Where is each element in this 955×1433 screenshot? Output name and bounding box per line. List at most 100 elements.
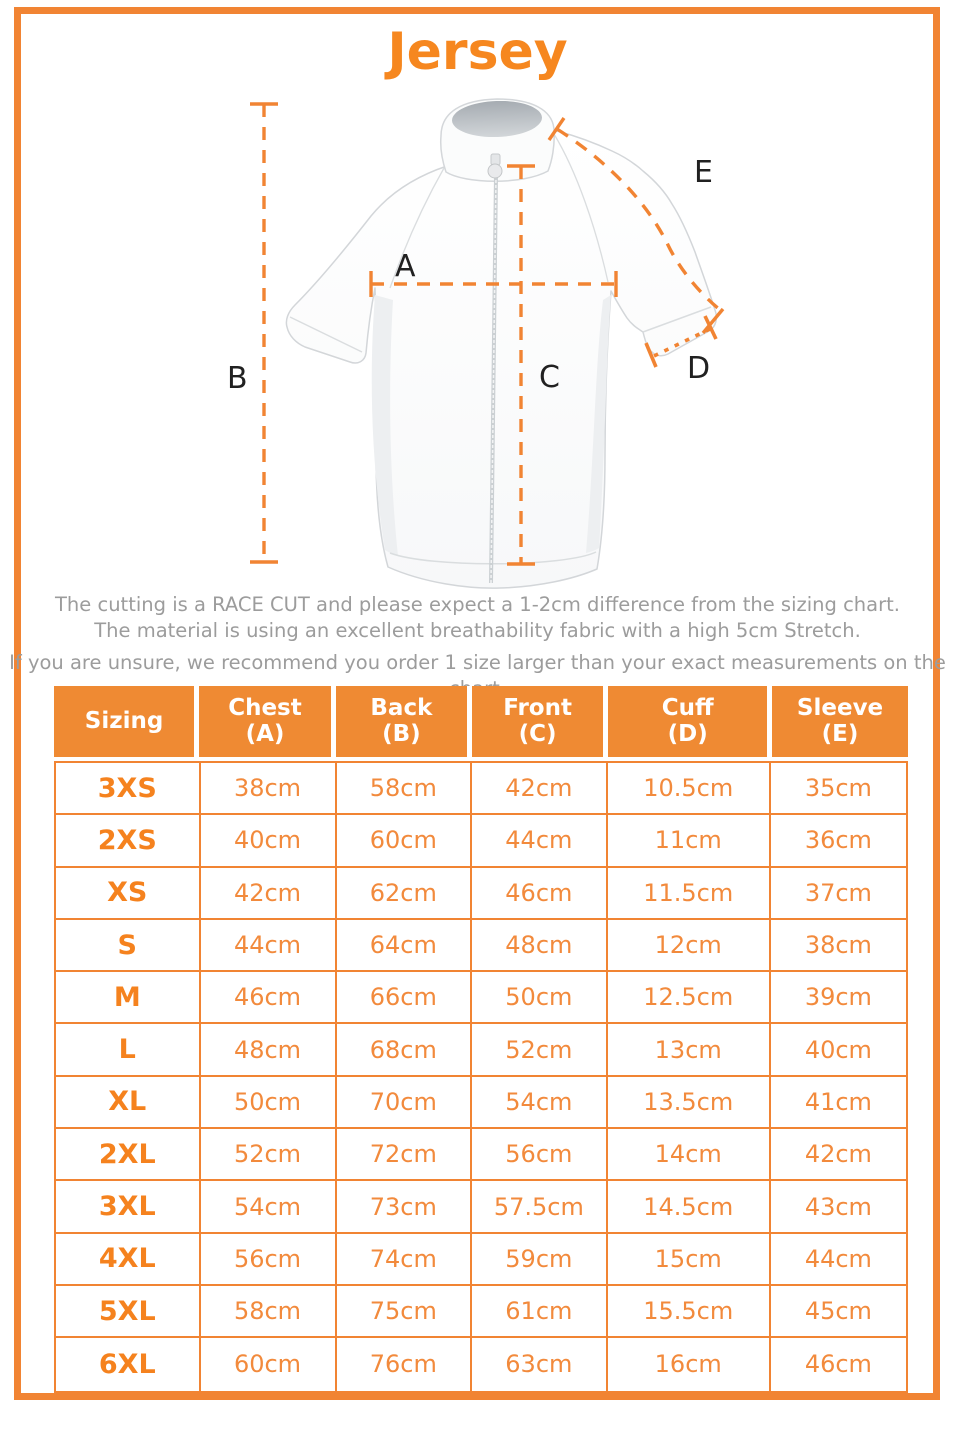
cuff-value-cell: 11cm	[608, 815, 771, 866]
measure-line-e	[547, 117, 725, 335]
cuff-value-cell: 11.5cm	[608, 867, 771, 918]
sleeve-value-cell: 39cm	[804, 983, 872, 1012]
front-value-cell: 56cm	[472, 1129, 608, 1180]
back-value-cell: 75cm	[337, 1285, 473, 1337]
note-race-cut-line1: The cutting is a RACE CUT and please exp…	[55, 593, 900, 616]
header-sub-label: (A)	[245, 720, 285, 747]
sleeve-value-cell: 37cm	[804, 878, 872, 907]
table-row: 2XL 52cm 72cm 56cm 14cm 42cm	[56, 1129, 906, 1182]
front-value-cell: 44cm	[472, 815, 608, 866]
back-value-cell: 73cm	[337, 1181, 473, 1232]
chest-value-cell: 46cm	[201, 972, 337, 1023]
page-border-frame	[14, 7, 940, 1400]
header-label: Sizing	[84, 707, 164, 734]
header-cell: Sleeve (E)	[772, 686, 908, 757]
header-label: Front	[503, 694, 572, 721]
front-value-cell: 46cm	[472, 867, 608, 918]
measure-label-b: B	[227, 361, 248, 396]
cuff-value-cell: 10.5cm	[608, 763, 771, 814]
size-label-cell: 2XS	[56, 815, 201, 866]
size-label-cell: L	[56, 1024, 201, 1075]
front-value-cell: 48cm	[472, 919, 608, 971]
cuff-value-cell: 14cm	[608, 1129, 771, 1180]
header-sub-label: (D)	[667, 720, 708, 747]
back-value-cell: 72cm	[337, 1129, 473, 1180]
table-row: S 44cm 64cm 48cm 12cm 38cm	[56, 919, 906, 973]
header-label: Sleeve	[796, 694, 884, 721]
jersey-measurement-diagram: A B C D E	[227, 98, 725, 589]
cuff-seam-left	[289, 316, 363, 353]
back-value-cell: 64cm	[337, 919, 473, 971]
chest-value-cell: 42cm	[201, 867, 337, 918]
chest-value-cell: 38cm	[201, 763, 337, 814]
size-label-cell: 5XL	[56, 1285, 201, 1337]
jersey-body	[285, 130, 718, 589]
cuff-value-cell: 15.5cm	[608, 1285, 771, 1337]
back-value-cell: 60cm	[337, 815, 473, 866]
size-label-cell: XS	[56, 867, 201, 918]
raglan-seam-right	[553, 133, 609, 283]
size-label-cell: M	[56, 972, 201, 1023]
page-title: Jersey	[387, 22, 568, 82]
sleeve-value-cell: 46cm	[804, 1350, 872, 1379]
sleeve-value-cell: 36cm	[804, 826, 872, 855]
table-body: 3XS 38cm 58cm 42cm 10.5cm 35cm 2XS 40cm …	[54, 761, 908, 1393]
chest-value-cell: 54cm	[201, 1181, 337, 1232]
note-race-cut-line2: The material is using an excellent breat…	[94, 619, 861, 642]
cuff-value-cell: 12.5cm	[608, 972, 771, 1023]
header-sub-label: (C)	[518, 720, 557, 747]
table-header-row: Sizing Chest (A) Back (B) Front (C) Cuff…	[54, 686, 908, 757]
sleeve-value-cell: 40cm	[804, 1035, 872, 1064]
collar-opening	[452, 100, 542, 138]
chest-value-cell: 58cm	[201, 1285, 337, 1337]
chest-value-cell: 60cm	[201, 1338, 337, 1391]
back-value-cell: 66cm	[337, 972, 473, 1023]
back-value-cell: 58cm	[337, 763, 473, 814]
front-value-cell: 42cm	[472, 763, 608, 814]
measure-label-d: D	[687, 351, 710, 386]
chest-value-cell: 44cm	[201, 919, 337, 971]
size-label-cell: S	[56, 919, 201, 971]
front-value-cell: 59cm	[472, 1233, 608, 1284]
measure-line-c	[507, 164, 535, 566]
front-value-cell: 52cm	[472, 1024, 608, 1075]
side-panel-left	[371, 295, 398, 556]
front-value-cell: 61cm	[472, 1285, 608, 1337]
sleeve-value-cell: 43cm	[804, 1192, 872, 1221]
jersey-graphic	[285, 98, 718, 589]
note-race-cut: The cutting is a RACE CUT and please exp…	[0, 592, 955, 644]
cuff-value-cell: 15cm	[608, 1233, 771, 1284]
table-row: 2XS 40cm 60cm 44cm 11cm 36cm	[56, 815, 906, 868]
cuff-value-cell: 12cm	[608, 919, 771, 971]
size-label-cell: 3XL	[56, 1181, 201, 1232]
table-row: 3XL 54cm 73cm 57.5cm 14.5cm 43cm	[56, 1181, 906, 1234]
table-row: XL 50cm 70cm 54cm 13.5cm 41cm	[56, 1076, 906, 1130]
header-cell: Back (B)	[335, 686, 472, 757]
measure-label-c: C	[539, 360, 560, 395]
chest-value-cell: 56cm	[201, 1233, 337, 1284]
header-label: Chest	[228, 694, 302, 721]
measure-label-e: E	[694, 155, 713, 190]
front-value-cell: 57.5cm	[472, 1181, 608, 1232]
header-cell: Sizing	[54, 686, 200, 757]
table-row: M 46cm 66cm 50cm 12.5cm 39cm	[56, 972, 906, 1025]
table-row: XS 42cm 62cm 46cm 11.5cm 37cm	[56, 867, 906, 920]
size-label-cell: 3XS	[56, 763, 201, 814]
sleeve-value-cell: 42cm	[804, 1140, 872, 1169]
sleeve-value-cell: 35cm	[804, 774, 872, 803]
header-cell: Cuff (D)	[608, 686, 773, 757]
chest-value-cell: 48cm	[201, 1024, 337, 1075]
measure-label-a: A	[395, 249, 416, 284]
side-panel-right	[586, 295, 611, 553]
cuff-value-cell: 14.5cm	[608, 1181, 771, 1232]
header-cell: Front (C)	[472, 686, 609, 757]
chest-value-cell: 50cm	[201, 1076, 337, 1128]
size-label-cell: XL	[56, 1076, 201, 1128]
front-value-cell: 50cm	[472, 972, 608, 1023]
zipper	[487, 153, 503, 584]
header-label: Back	[370, 694, 433, 721]
back-value-cell: 76cm	[337, 1338, 473, 1391]
cuff-value-cell: 13cm	[608, 1024, 771, 1075]
hem-seam	[389, 551, 597, 565]
